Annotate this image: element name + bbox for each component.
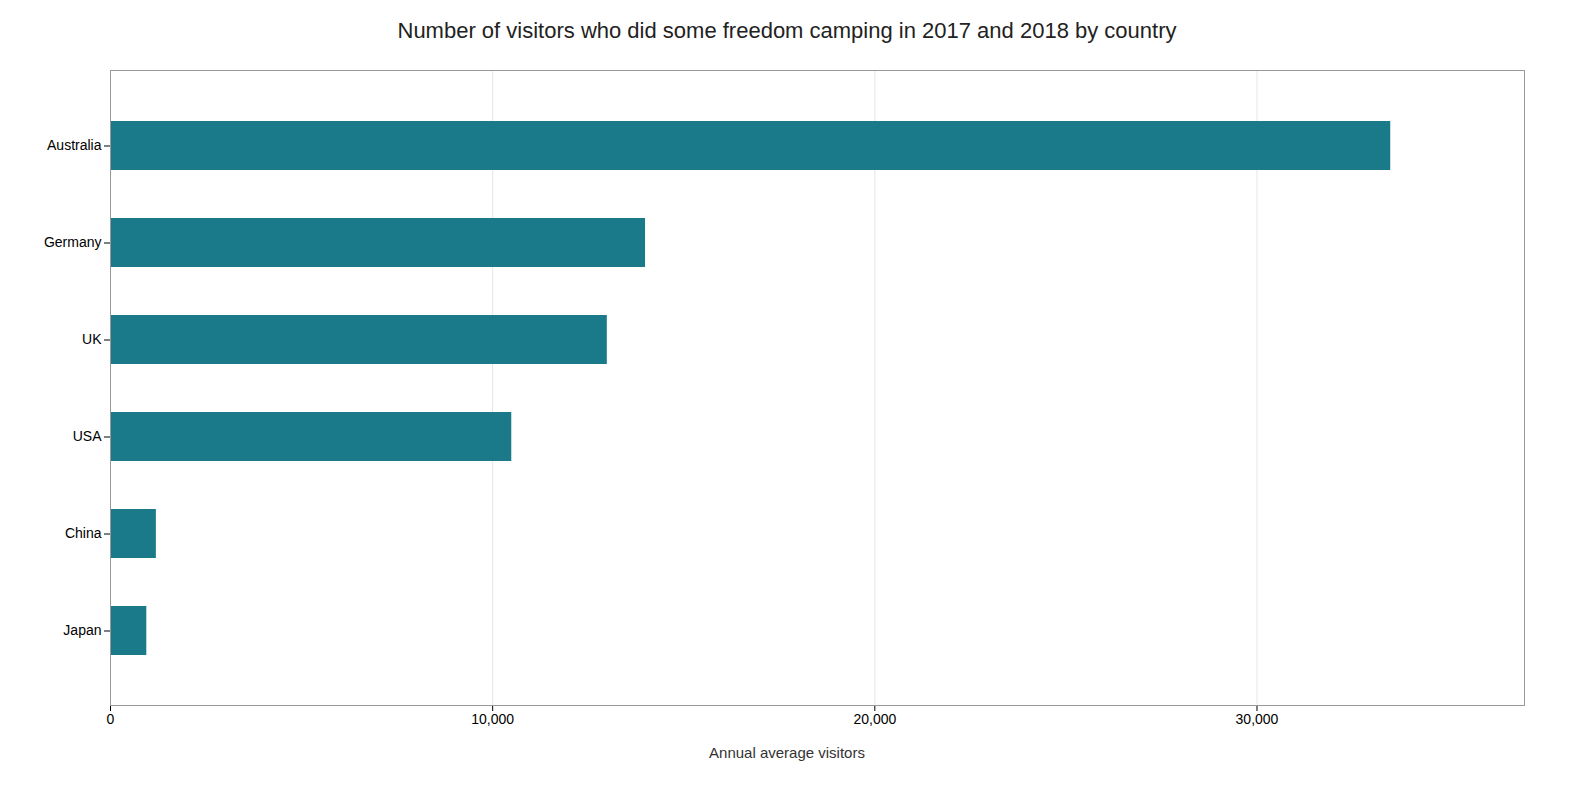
svg-text:Japan: Japan	[63, 622, 101, 638]
svg-text:China: China	[65, 525, 102, 541]
svg-text:USA: USA	[73, 428, 102, 444]
svg-text:Germany: Germany	[44, 234, 102, 250]
html-text:Number of visitors who did som: Number of visitors who did some freedom …	[397, 18, 1177, 43]
svg-text:10,000: 10,000	[471, 711, 514, 727]
svg-text:20,000: 20,000	[853, 711, 896, 727]
html-text:Annual average visitors: Annual average visitors	[709, 744, 865, 761]
svg-text:0: 0	[107, 711, 115, 727]
svg-text:Australia: Australia	[47, 137, 102, 153]
svg-text:30,000: 30,000	[1236, 711, 1279, 727]
svg-text:UK: UK	[82, 331, 102, 347]
